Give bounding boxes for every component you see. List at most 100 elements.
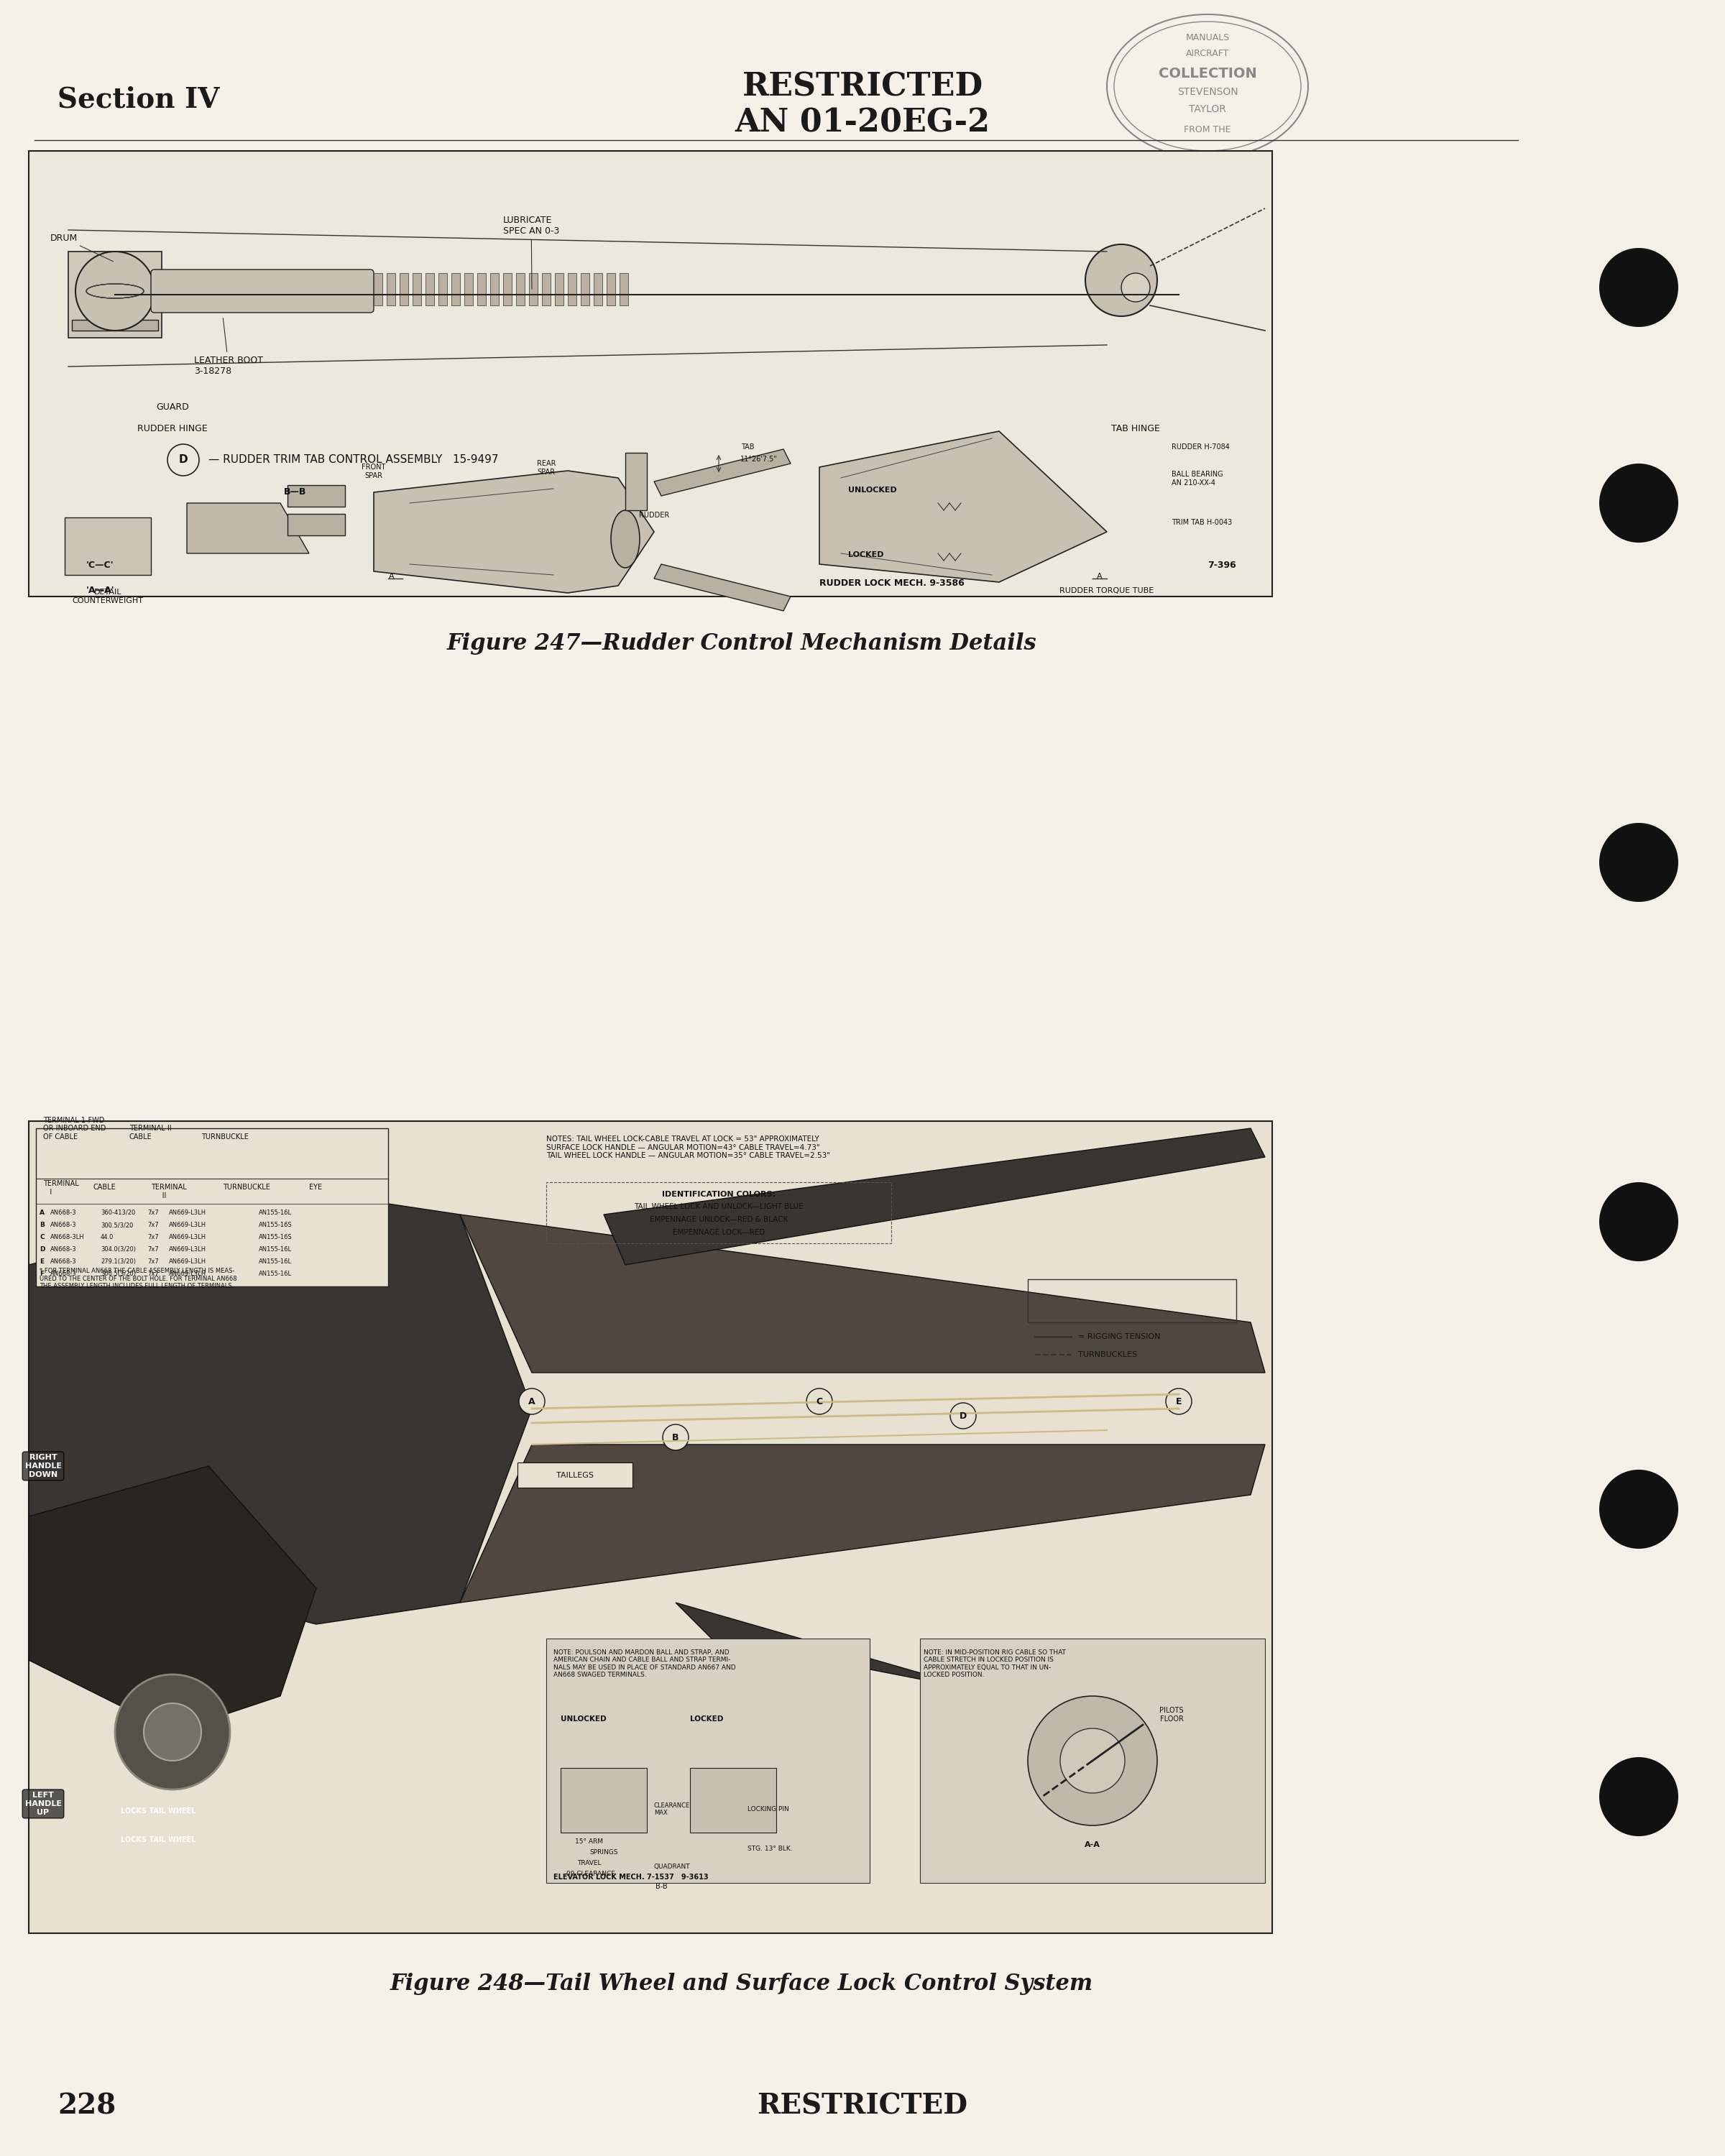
Text: AN669-L3LH: AN669-L3LH bbox=[169, 1233, 207, 1240]
Bar bbox=[412, 274, 421, 306]
Bar bbox=[478, 274, 486, 306]
Text: TAB HINGE: TAB HINGE bbox=[1111, 425, 1159, 433]
Text: GUARD: GUARD bbox=[155, 403, 190, 412]
Text: LEATHER BOOT
3-18278: LEATHER BOOT 3-18278 bbox=[193, 319, 262, 375]
Text: 44.0: 44.0 bbox=[100, 1233, 114, 1240]
Circle shape bbox=[807, 1388, 833, 1414]
Ellipse shape bbox=[611, 511, 640, 567]
Text: RIGHT
HANDLE
DOWN: RIGHT HANDLE DOWN bbox=[24, 1453, 62, 1479]
Text: TRIM TAB H-0043: TRIM TAB H-0043 bbox=[1171, 520, 1232, 526]
Text: STEVENSON: STEVENSON bbox=[1176, 86, 1239, 97]
Bar bbox=[386, 274, 395, 306]
Bar bbox=[452, 274, 461, 306]
Text: AN668-3: AN668-3 bbox=[50, 1246, 76, 1253]
Bar bbox=[288, 513, 345, 535]
Circle shape bbox=[1028, 1697, 1157, 1826]
Text: AN669-L3LH: AN669-L3LH bbox=[169, 1246, 207, 1253]
Bar bbox=[518, 1462, 633, 1488]
Text: 300.5(3/20): 300.5(3/20) bbox=[100, 1270, 136, 1276]
Text: 7x7: 7x7 bbox=[147, 1233, 159, 1240]
Text: CLEARANCE
MAX: CLEARANCE MAX bbox=[654, 1802, 690, 1815]
Text: EMPENNAGE UNLOCK—RED & BLACK: EMPENNAGE UNLOCK—RED & BLACK bbox=[650, 1216, 788, 1222]
Bar bbox=[607, 274, 616, 306]
Text: D: D bbox=[959, 1412, 966, 1421]
Text: Figure 248—Tail Wheel and Surface Lock Control System: Figure 248—Tail Wheel and Surface Lock C… bbox=[390, 1973, 1094, 1994]
Text: AN 01-20EG-2: AN 01-20EG-2 bbox=[735, 108, 990, 138]
Bar bbox=[69, 252, 162, 338]
Bar bbox=[66, 517, 152, 576]
Text: LOCKING PIN: LOCKING PIN bbox=[747, 1807, 788, 1813]
Circle shape bbox=[662, 1425, 688, 1451]
Circle shape bbox=[1121, 274, 1151, 302]
Text: I: I bbox=[43, 1188, 52, 1197]
Text: QUADRANT: QUADRANT bbox=[654, 1863, 690, 1869]
Circle shape bbox=[143, 1703, 202, 1761]
Text: 'A—A': 'A—A' bbox=[86, 586, 116, 595]
Text: C: C bbox=[816, 1397, 823, 1406]
Text: E: E bbox=[40, 1259, 43, 1266]
Text: NOTE: IN MID-POSITION RIG CABLE SO THAT
CABLE STRETCH IN LOCKED POSITION IS
APPR: NOTE: IN MID-POSITION RIG CABLE SO THAT … bbox=[923, 1649, 1066, 1677]
Text: AIRCRAFT: AIRCRAFT bbox=[1185, 50, 1230, 58]
Text: RUDDER HINGE: RUDDER HINGE bbox=[138, 425, 207, 433]
Text: EMPENNAGE LOCK—RED: EMPENNAGE LOCK—RED bbox=[673, 1229, 764, 1235]
Circle shape bbox=[1599, 1757, 1678, 1837]
Text: Figure 247—Rudder Control Mechanism Details: Figure 247—Rudder Control Mechanism Deta… bbox=[447, 632, 1037, 655]
Text: B: B bbox=[40, 1222, 45, 1229]
Bar bbox=[619, 274, 628, 306]
Text: LOCKED: LOCKED bbox=[690, 1716, 723, 1723]
Text: TURNBUCKLES: TURNBUCKLES bbox=[1078, 1352, 1137, 1358]
Text: EYE: EYE bbox=[309, 1184, 323, 1190]
Text: TAILLEGS: TAILLEGS bbox=[555, 1473, 593, 1479]
Bar bbox=[29, 1121, 1273, 1934]
Text: UNLOCKED: UNLOCKED bbox=[849, 487, 897, 494]
Text: DETAIL
COUNTERWEIGHT: DETAIL COUNTERWEIGHT bbox=[72, 589, 143, 604]
Text: STG. 13° BLK.: STG. 13° BLK. bbox=[747, 1846, 792, 1852]
Text: A: A bbox=[528, 1397, 535, 1406]
Text: II: II bbox=[152, 1192, 166, 1199]
Bar bbox=[555, 274, 564, 306]
Bar bbox=[1028, 1279, 1237, 1322]
Text: TAIL WHEEL LOCK AND UNLOCK—LIGHT BLUE: TAIL WHEEL LOCK AND UNLOCK—LIGHT BLUE bbox=[635, 1203, 804, 1210]
Text: BALL BEARING
AN 210-XX-4: BALL BEARING AN 210-XX-4 bbox=[1171, 470, 1223, 487]
Text: 11°26'7.5": 11°26'7.5" bbox=[740, 455, 778, 464]
Text: UNLOCKED: UNLOCKED bbox=[561, 1716, 607, 1723]
Text: LOCKS TAIL WHEEL: LOCKS TAIL WHEEL bbox=[121, 1837, 195, 1843]
FancyBboxPatch shape bbox=[152, 270, 374, 313]
Text: Section IV: Section IV bbox=[57, 86, 219, 114]
Bar bbox=[581, 274, 590, 306]
Text: DRUM: DRUM bbox=[50, 233, 114, 261]
Circle shape bbox=[950, 1404, 976, 1429]
Text: RUDDER TORQUE TUBE: RUDDER TORQUE TUBE bbox=[1059, 586, 1154, 595]
Text: CABLE: CABLE bbox=[93, 1184, 116, 1190]
Bar bbox=[36, 1128, 388, 1287]
Bar bbox=[919, 1639, 1264, 1882]
Bar bbox=[593, 274, 602, 306]
Text: 304.0(3/20): 304.0(3/20) bbox=[100, 1246, 136, 1253]
Circle shape bbox=[1085, 244, 1157, 317]
Bar bbox=[547, 1639, 869, 1882]
Bar bbox=[29, 151, 1273, 597]
Text: 228: 228 bbox=[57, 2093, 116, 2119]
Text: AN668-3LH: AN668-3LH bbox=[50, 1233, 85, 1240]
Text: LOCKS TAIL WHEEL: LOCKS TAIL WHEEL bbox=[121, 1807, 195, 1815]
Text: MANUALS: MANUALS bbox=[1185, 32, 1230, 43]
Bar bbox=[400, 274, 409, 306]
Text: D: D bbox=[179, 455, 188, 466]
Text: LUBRICATE
SPEC AN 0-3: LUBRICATE SPEC AN 0-3 bbox=[504, 216, 559, 289]
Bar bbox=[374, 274, 383, 306]
Text: 'C—C': 'C—C' bbox=[86, 561, 114, 569]
Bar bbox=[72, 319, 159, 330]
Text: AN155-16L: AN155-16L bbox=[259, 1210, 292, 1216]
Text: E: E bbox=[1176, 1397, 1182, 1406]
Polygon shape bbox=[374, 470, 654, 593]
Bar bbox=[504, 274, 512, 306]
Text: TERMINAL II
CABLE: TERMINAL II CABLE bbox=[129, 1125, 171, 1141]
Text: 7-396: 7-396 bbox=[1208, 561, 1237, 569]
Text: NOTES: TAIL WHEEL LOCK-CABLE TRAVEL AT LOCK = 53" APPROXIMATELY
SURFACE LOCK HAN: NOTES: TAIL WHEEL LOCK-CABLE TRAVEL AT L… bbox=[547, 1136, 830, 1160]
Text: B-B: B-B bbox=[656, 1882, 668, 1891]
Circle shape bbox=[1599, 248, 1678, 328]
Circle shape bbox=[1599, 1181, 1678, 1261]
Text: SPRINGS: SPRINGS bbox=[590, 1850, 618, 1856]
Circle shape bbox=[1599, 824, 1678, 901]
Text: PILOTS
FLOOR: PILOTS FLOOR bbox=[1159, 1708, 1183, 1723]
